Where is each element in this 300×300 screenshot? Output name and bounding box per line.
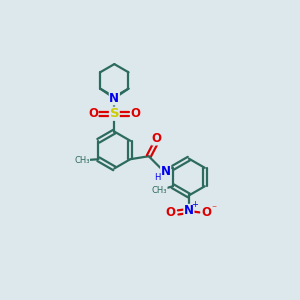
Text: S: S — [110, 107, 119, 120]
Text: O: O — [165, 206, 175, 219]
Text: O: O — [131, 107, 141, 120]
Text: O: O — [88, 107, 98, 120]
Text: +: + — [191, 200, 198, 209]
Text: CH₃: CH₃ — [74, 156, 90, 165]
Text: N: N — [109, 92, 119, 105]
Text: ⁻: ⁻ — [211, 204, 216, 214]
Text: O: O — [201, 206, 211, 219]
Text: CH₃: CH₃ — [152, 186, 167, 195]
Text: O: O — [152, 132, 162, 145]
Text: N: N — [184, 204, 194, 218]
Text: N: N — [161, 165, 171, 178]
Text: H: H — [154, 173, 161, 182]
